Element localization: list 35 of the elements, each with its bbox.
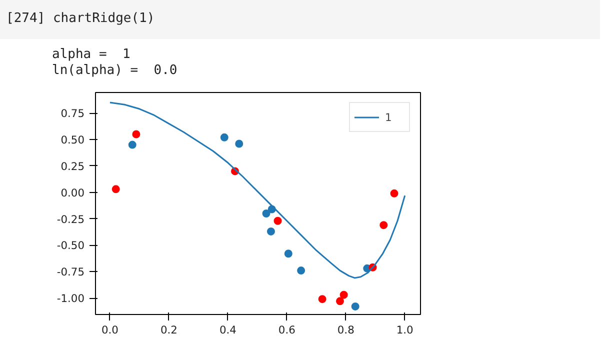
point	[266, 227, 275, 236]
x-tick-label: 1.0	[396, 324, 414, 336]
text: alpha = 1	[52, 47, 130, 62]
x-tick-label: 0.2	[160, 324, 178, 336]
y-tick-label: -0.25	[56, 212, 85, 226]
point	[297, 266, 306, 275]
text: [274] chartRidge(1)	[0, 0, 600, 39]
point	[340, 290, 348, 299]
y-tick-label: -0.50	[56, 239, 85, 252]
x-tick-label: 0.0	[101, 324, 119, 336]
point	[262, 209, 270, 218]
point	[390, 189, 398, 198]
y-tick-label: -1.00	[56, 292, 85, 306]
point	[284, 250, 292, 258]
point	[235, 140, 244, 148]
x-tick-label: 0.6	[278, 324, 296, 336]
point	[351, 302, 360, 310]
y-tick-label: 0.25	[60, 160, 85, 173]
point	[220, 133, 228, 142]
line-series	[109, 102, 406, 279]
y-tick-label: 0.50	[60, 134, 85, 147]
x-tick-label: 0.4	[219, 324, 237, 336]
point	[132, 130, 140, 138]
point	[274, 216, 282, 225]
point	[112, 185, 120, 194]
legend-label: 1	[385, 110, 393, 124]
y-tick-label: 0.75	[60, 107, 85, 120]
point	[128, 140, 136, 149]
y-tick-label: 0.00	[60, 186, 85, 200]
point	[380, 221, 388, 230]
y-tick-label: -0.75	[56, 266, 85, 279]
text: ln(alpha) = 0.0	[52, 63, 178, 78]
x-tick-label: 0.8	[337, 324, 355, 336]
point	[318, 295, 326, 304]
point	[336, 297, 344, 306]
